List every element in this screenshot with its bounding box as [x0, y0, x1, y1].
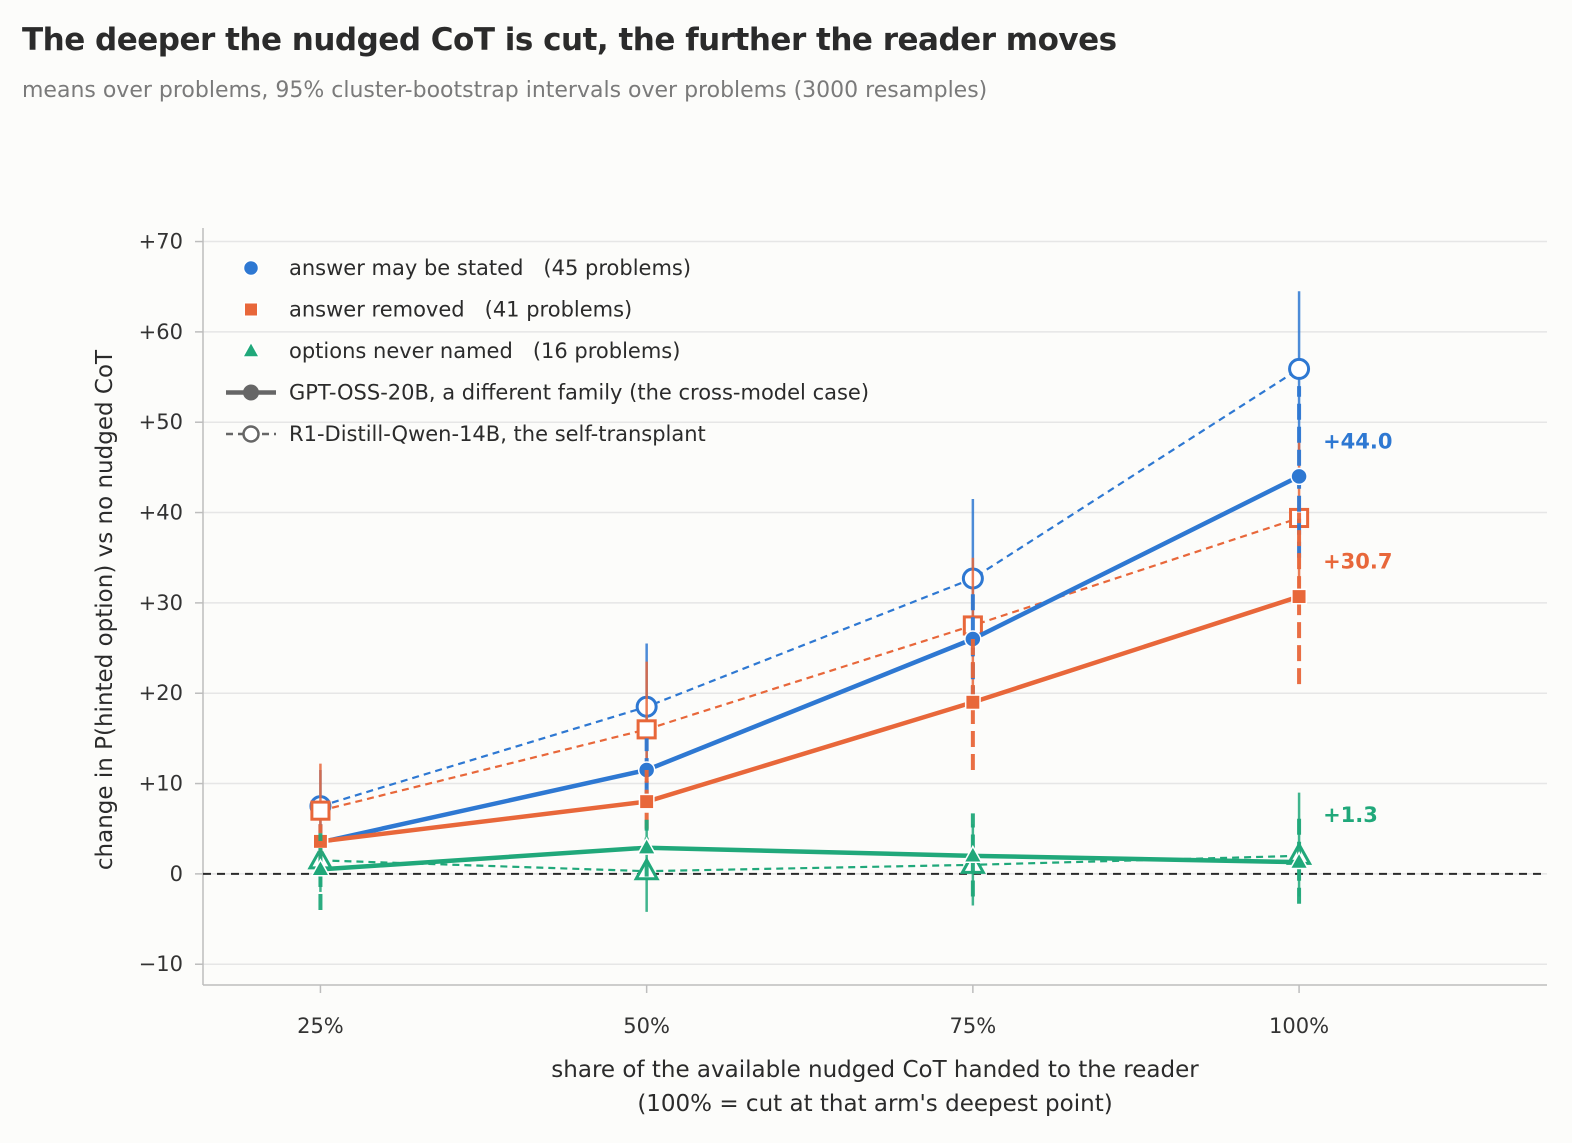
- end-labels: +44.0 +30.7 +1.3: [1323, 429, 1392, 827]
- legend-label: answer may be stated (45 problems): [289, 256, 691, 280]
- series-line: [320, 367, 1300, 808]
- y-tick-label: +50: [139, 410, 183, 434]
- data-point: [310, 800, 331, 821]
- data-point: [1290, 467, 1308, 486]
- data-point: [636, 719, 657, 740]
- end-value-label: +1.3: [1323, 803, 1378, 827]
- y-tick-label: +30: [139, 591, 183, 615]
- chart-subtitle: means over problems, 95% cluster-bootstr…: [22, 78, 988, 103]
- series-circle-dashed: [309, 291, 1311, 847]
- chart-title: The deeper the nudged CoT is cut, the fu…: [22, 22, 1117, 58]
- series-triangle-solid: [310, 813, 1310, 911]
- legend: answer may be stated (45 problems) answer…: [226, 256, 869, 446]
- legend-marker: [243, 384, 259, 401]
- series-square-dashed: [310, 440, 1310, 852]
- legend-marker: [242, 425, 260, 443]
- gridlines: [203, 240, 1547, 965]
- legend-marker: [242, 259, 260, 277]
- legend-marker: [243, 302, 259, 317]
- end-value-label: +44.0: [1323, 429, 1392, 453]
- data-point: [638, 793, 655, 810]
- legend-label: R1-Distill-Qwen-14B, the self-transplant: [289, 422, 706, 446]
- series-circle-solid: [311, 386, 1308, 856]
- y-tick-label: +10: [139, 772, 183, 796]
- series-square-solid: [312, 512, 1308, 858]
- x-tick-label: 75%: [950, 1014, 997, 1038]
- x-axis-label-line2: (100% = cut at that arm's deepest point): [637, 1091, 1112, 1117]
- data-point: [1291, 588, 1308, 605]
- x-tick-label: 25%: [297, 1014, 344, 1038]
- data-point: [636, 836, 657, 855]
- legend-label: GPT-OSS-20B, a different family (the cro…: [289, 381, 869, 405]
- data-point: [1288, 357, 1311, 380]
- x-ticks: 25% 50% 75% 100%: [297, 985, 1329, 1038]
- y-tick-label: 0: [170, 862, 183, 886]
- x-tick-label: 100%: [1269, 1014, 1329, 1038]
- x-axis-label: share of the available nudged CoT handed…: [551, 1057, 1199, 1083]
- data-point: [310, 858, 331, 877]
- series-line: [320, 594, 1300, 844]
- axes: [202, 228, 1547, 986]
- y-tick-label: +20: [139, 681, 183, 705]
- end-value-label: +30.7: [1323, 550, 1392, 574]
- y-axis-label: change in P(hinted option) vs no nudged …: [92, 349, 118, 870]
- data-point: [1288, 851, 1310, 870]
- series-line: [320, 516, 1300, 812]
- series-line: [320, 845, 1300, 872]
- data-point: [964, 694, 981, 711]
- data-point: [962, 844, 983, 863]
- y-tick-label: +60: [139, 320, 183, 344]
- y-tick-label: +40: [139, 501, 183, 525]
- legend-label: answer removed (41 problems): [289, 298, 632, 322]
- legend-marker: [241, 340, 261, 358]
- series-line: [319, 474, 1301, 845]
- y-tick-label: −10: [139, 952, 183, 976]
- series: [307, 291, 1313, 912]
- legend-label: options never named (16 problems): [289, 339, 680, 363]
- y-tick-label: +70: [139, 230, 183, 254]
- y-ticks: −10 0 +10 +20 +30 +40 +50 +60 +70: [139, 230, 203, 976]
- x-tick-label: 50%: [623, 1014, 670, 1038]
